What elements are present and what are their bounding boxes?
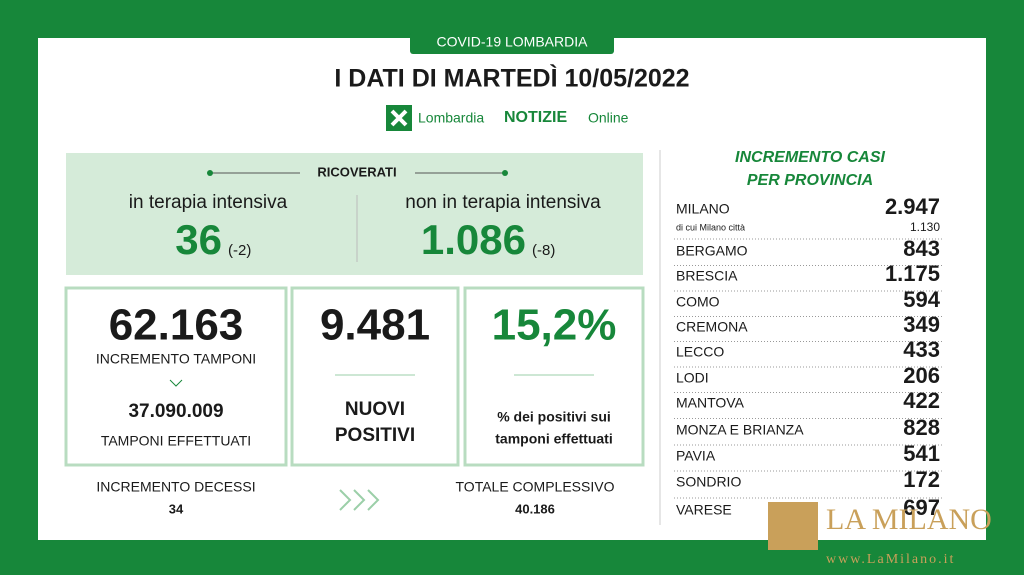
province-name: CREMONA	[676, 319, 748, 335]
province-rows: MILANO 2.947 BERGAMO 843 BRESCIA 1.175 COMO 594…	[674, 194, 944, 520]
label: tamponi effettuati	[495, 431, 612, 447]
box	[290, 286, 460, 467]
province-name: LECCO	[676, 344, 724, 360]
logo-brand: Lombardia	[418, 110, 484, 126]
ricoverati-box	[66, 153, 643, 275]
box	[64, 286, 288, 467]
province-name: PAVIA	[676, 448, 716, 464]
province-value: 2.947	[885, 194, 940, 219]
province-value: 828	[903, 415, 940, 440]
label: INCREMENTO DECESSI	[96, 479, 255, 495]
province-value: 433	[903, 337, 940, 362]
dot	[502, 170, 508, 176]
value: 15,2%	[492, 301, 617, 350]
province-value: 541	[903, 441, 940, 466]
province-name: VARESE	[676, 502, 732, 518]
province-value: 422	[903, 388, 940, 413]
box	[463, 286, 645, 467]
province-name: BRESCIA	[676, 268, 738, 284]
province-value: 1.175	[885, 261, 940, 286]
province-name: BERGAMO	[676, 243, 748, 259]
value: 1.086	[421, 216, 526, 263]
logo-notizie: NOTIZIE	[504, 109, 567, 126]
province-title: INCREMENTO CASI	[735, 149, 885, 166]
arrows	[339, 489, 380, 511]
delta: (-8)	[532, 242, 555, 259]
province-name: LODI	[676, 370, 709, 386]
province-value: 843	[903, 236, 940, 261]
province-name: MANTOVA	[676, 395, 745, 411]
watermark-url: www.LaMilano.it	[826, 552, 955, 567]
label: TAMPONI EFFETTUATI	[101, 433, 251, 449]
value: 37.090.009	[128, 401, 223, 422]
province-value: 594	[903, 287, 940, 312]
logo-online: Online	[588, 110, 629, 126]
dot	[207, 170, 213, 176]
province-value: 206	[903, 363, 940, 388]
value: 36	[175, 216, 222, 263]
label: % dei positivi sui	[497, 409, 611, 425]
tag-box	[410, 32, 614, 54]
label: NUOVI	[345, 399, 405, 420]
sub-value: 1.130	[910, 220, 940, 234]
sub-label: di cui Milano città	[676, 222, 745, 232]
province-value: 172	[903, 467, 940, 492]
label: INCREMENTO TAMPONI	[96, 351, 256, 367]
province-title: PER PROVINCIA	[747, 172, 873, 189]
value: 40.186	[515, 501, 555, 516]
province-name: COMO	[676, 294, 720, 310]
delta: (-2)	[228, 242, 251, 259]
label: non in terapia intensiva	[405, 192, 601, 213]
logo-mark	[390, 109, 408, 127]
tag: COVID-19 LOMBARDIA	[437, 34, 589, 50]
value: 34	[169, 501, 184, 516]
label: POSITIVI	[335, 425, 415, 446]
province-name: MILANO	[676, 201, 730, 217]
value: 9.481	[320, 301, 430, 350]
province-value: 349	[903, 312, 940, 337]
watermark-icon	[768, 502, 818, 550]
chevron	[169, 379, 183, 387]
province-name: MONZA E BRIANZA	[676, 422, 804, 438]
province-name: SONDRIO	[676, 474, 741, 490]
label: TOTALE COMPLESSIVO	[456, 479, 615, 495]
value: 62.163	[109, 301, 244, 350]
ricoverati-title: RICOVERATI	[317, 164, 396, 179]
watermark-name: LA MILANO	[826, 503, 992, 536]
province-value: 697	[903, 495, 940, 520]
label: in terapia intensiva	[129, 192, 288, 213]
title: I DATI DI MARTEDÌ 10/05/2022	[334, 64, 689, 93]
